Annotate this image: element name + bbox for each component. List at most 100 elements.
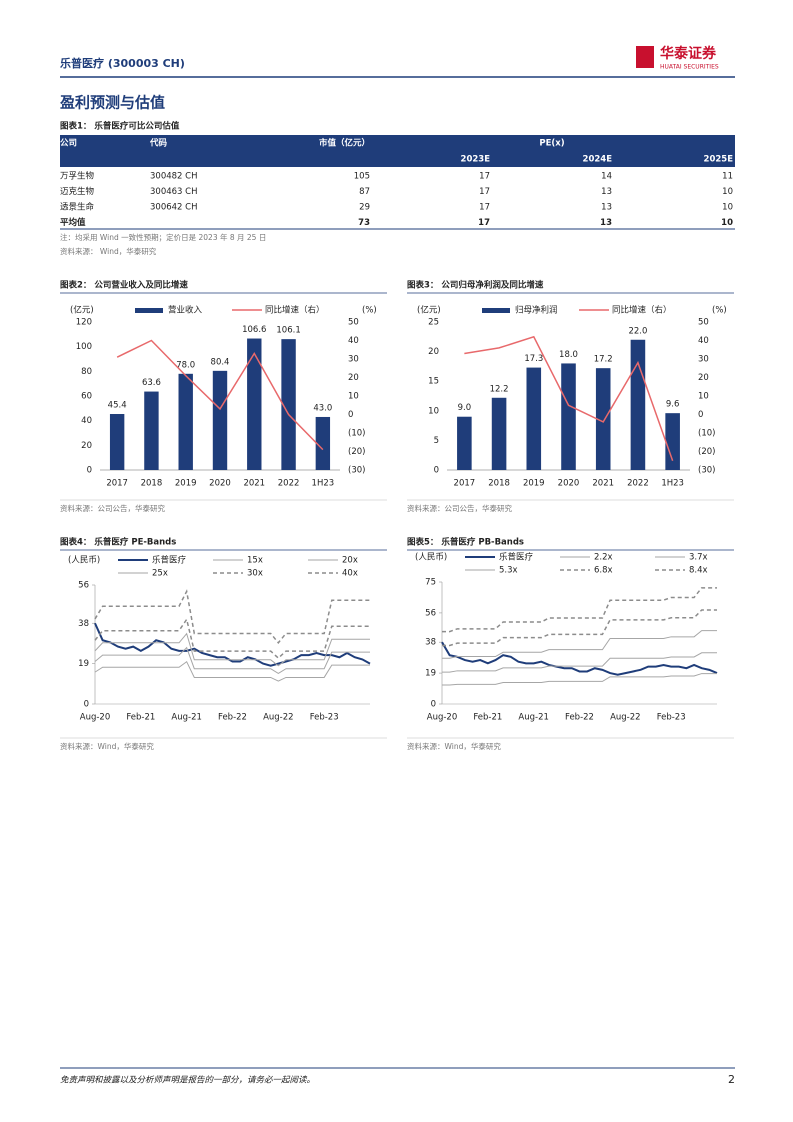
- legend-label: 乐普医疗: [152, 555, 187, 566]
- legend-label: 乐普医疗: [499, 552, 534, 563]
- table-cell: 17: [479, 187, 490, 197]
- table-cell: 17: [479, 172, 490, 182]
- bar: [561, 363, 576, 470]
- y-tick-label: 0: [431, 700, 436, 710]
- y2-tick-label: 0: [348, 410, 353, 420]
- y-tick-label: 25: [428, 318, 439, 328]
- table-cell: 105: [354, 172, 370, 182]
- y-tick-label: 20: [81, 441, 92, 451]
- y2-tick-label: (20): [348, 447, 365, 457]
- bar: [281, 339, 296, 470]
- data-label: 78.0: [176, 360, 195, 370]
- brand-logo: [636, 46, 654, 68]
- table-cell: 14: [601, 172, 612, 182]
- x-tick-label: Feb-21: [126, 713, 155, 723]
- table-cell: 13: [600, 218, 612, 228]
- y2-tick-label: 40: [348, 336, 359, 346]
- brand-name: 华泰证券: [660, 45, 717, 62]
- chart-title: 图表5： 乐普医疗 PB-Bands: [407, 537, 524, 548]
- line-series: [94, 622, 371, 667]
- data-label: 17.3: [524, 354, 543, 364]
- chart-source: 资料来源：Wind，华泰研究: [407, 741, 501, 751]
- chart-source: 资料来源：公司公告，华泰研究: [407, 503, 512, 513]
- y-tick-label: 20: [428, 347, 439, 357]
- bar: [491, 397, 507, 470]
- chart-source: 资料来源：Wind，华泰研究: [60, 741, 154, 751]
- y-tick-label: 40: [81, 416, 92, 426]
- x-tick-label: 2022: [278, 479, 300, 489]
- legend-label: 2.2x: [594, 553, 613, 563]
- table-cell: 万孚生物: [60, 171, 95, 182]
- table-cell: 10: [722, 203, 733, 213]
- bar: [315, 416, 331, 470]
- line-series: [94, 646, 370, 674]
- line-series: [442, 587, 717, 633]
- legend-label: 6.8x: [594, 566, 613, 576]
- section-title: 盈利预测与估值: [59, 94, 165, 112]
- bar: [178, 373, 193, 470]
- table-cell: 87: [359, 187, 370, 197]
- y2-tick-label: (10): [698, 429, 715, 439]
- legend-label: 30x: [247, 569, 263, 579]
- disclaimer: 免责声明和披露以及分析师声明是报告的一部分，请务必一起阅读。: [60, 1075, 315, 1086]
- y2-tick-label: (30): [348, 466, 365, 476]
- y2-tick-label: 20: [698, 373, 709, 383]
- bar: [595, 368, 611, 470]
- x-tick-label: Aug-21: [171, 713, 201, 723]
- y-tick-label: 0: [87, 466, 92, 476]
- y-tick-label: 38: [78, 619, 89, 629]
- y2-tick-label: 10: [698, 392, 709, 402]
- x-tick-label: 1H23: [312, 479, 335, 489]
- legend-label: 同比增速（右）: [265, 305, 325, 316]
- legend-swatch: [482, 308, 510, 313]
- table-cell: 平均值: [60, 217, 86, 228]
- table-header: PE(x): [539, 139, 564, 149]
- y2-tick-label: 50: [348, 318, 359, 328]
- line-series: [94, 632, 370, 667]
- y2-tick-label: 0: [698, 410, 703, 420]
- y-axis-label: (人民币): [68, 556, 100, 566]
- table-cell: 300463 CH: [150, 187, 197, 197]
- y2-tick-label: 50: [698, 318, 709, 328]
- x-tick-label: 2018: [488, 479, 510, 489]
- data-label: 18.0: [559, 350, 578, 360]
- table-header: 代码: [149, 138, 168, 149]
- table-note: 注：均采用 Wind 一致性预期；定价日是 2023 年 8 月 25 日: [60, 232, 266, 242]
- chart-title: 图表3： 公司归母净利润及同比增速: [407, 280, 544, 291]
- legend-label: 5.3x: [499, 566, 518, 576]
- line-series: [442, 630, 717, 659]
- x-tick-label: Feb-21: [473, 713, 502, 723]
- data-label: 43.0: [313, 403, 332, 413]
- y2-tick-label: 40: [698, 336, 709, 346]
- table-cell: 29: [359, 203, 370, 213]
- y-axis-label: (亿元): [70, 305, 94, 316]
- y-axis-label: (亿元): [417, 305, 441, 316]
- legend-label: 15x: [247, 556, 263, 566]
- x-tick-label: 2022: [627, 479, 649, 489]
- bar: [247, 338, 262, 470]
- bar: [526, 367, 542, 470]
- company-header: 乐普医疗 (300003 CH): [60, 56, 185, 70]
- table-cell: 10: [721, 218, 733, 228]
- line-series: [442, 652, 717, 673]
- line-series: [116, 339, 324, 451]
- y2-tick-label: (20): [698, 447, 715, 457]
- legend-label: 20x: [342, 556, 358, 566]
- x-tick-label: Aug-21: [518, 713, 548, 723]
- legend-label: 8.4x: [689, 566, 708, 576]
- x-tick-label: Feb-22: [565, 713, 594, 723]
- y-tick-label: 100: [76, 342, 92, 352]
- x-tick-label: Feb-23: [657, 713, 686, 723]
- chart-title: 图表4： 乐普医疗 PE-Bands: [60, 537, 176, 548]
- x-tick-label: 2019: [175, 479, 197, 489]
- data-label: 45.4: [108, 401, 127, 411]
- y-tick-label: 60: [81, 392, 92, 402]
- x-tick-label: Aug-20: [80, 713, 110, 723]
- legend-label: 40x: [342, 569, 358, 579]
- legend-label: 营业收入: [168, 305, 203, 316]
- y-tick-label: 75: [425, 578, 436, 588]
- line-series: [442, 609, 717, 647]
- data-label: 80.4: [211, 357, 230, 367]
- data-label: 12.2: [490, 384, 509, 394]
- y2-tick-label: 20: [348, 373, 359, 383]
